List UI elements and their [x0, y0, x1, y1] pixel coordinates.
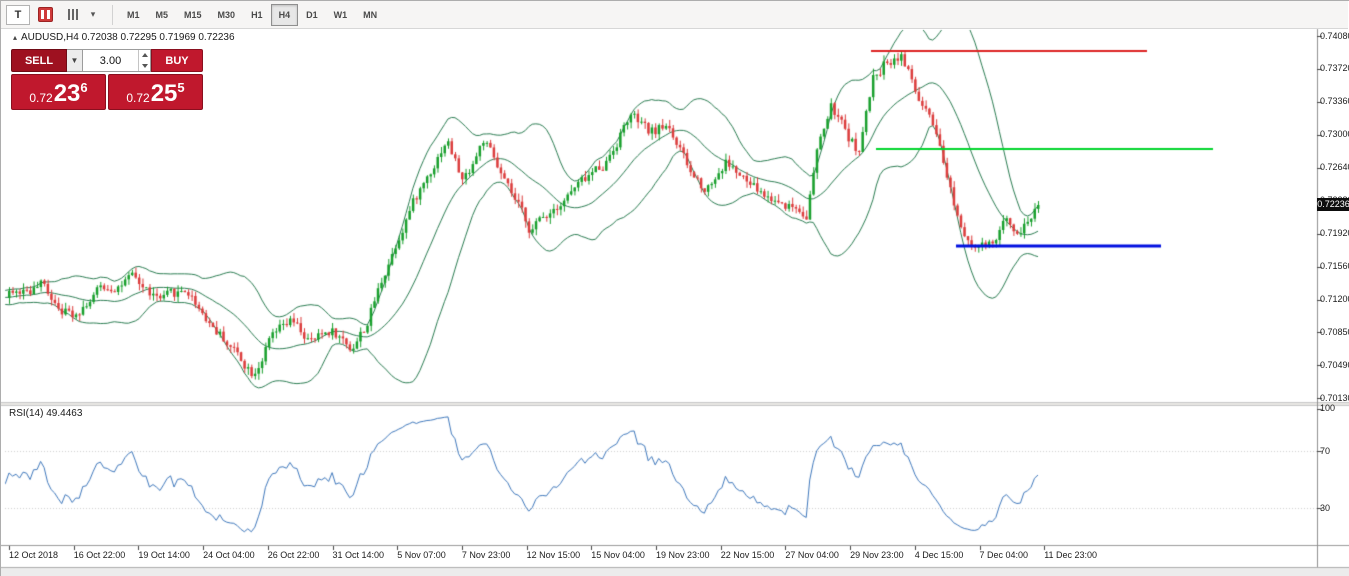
symbol-ohlc-text: AUDUSD,H4 0.72038 0.72295 0.71969 0.7223… [21, 32, 235, 43]
spin-down-icon[interactable] [139, 61, 150, 72]
time-axis-label: 4 Dec 15:00 [914, 550, 964, 560]
time-axis-label: 16 Oct 22:00 [73, 550, 126, 560]
timeframe-m5-button[interactable]: M5 [155, 9, 169, 20]
timeframe-mn-button[interactable]: MN [363, 9, 378, 20]
rsi-axis-label: 70 [1320, 445, 1331, 456]
rsi-indicator-label: RSI(14) 49.4463 [9, 408, 83, 419]
time-axis-label: 7 Dec 04:00 [979, 550, 1029, 560]
new-order-icon[interactable] [34, 5, 56, 25]
sell-price-display[interactable]: 0.72 23 6 [11, 74, 106, 110]
time-axis-label: 7 Nov 23:00 [461, 550, 511, 560]
time-axis-label: 29 Nov 23:00 [850, 550, 904, 560]
sell-price-pip: 6 [80, 80, 88, 95]
chart-bars-icon[interactable] [58, 5, 80, 25]
chevron-down-icon: ▼ [70, 56, 79, 65]
chart-ohlc-header: ▴ AUDUSD,H4 0.72038 0.72295 0.71969 0.72… [13, 32, 235, 43]
timeframe-h4-button[interactable]: H4 [270, 3, 299, 26]
time-axis-label: 5 Nov 07:00 [397, 550, 446, 560]
t-tool-button[interactable]: T [6, 4, 30, 25]
timeframe-m15-button[interactable]: M15 [184, 9, 202, 20]
spin-up-icon[interactable] [139, 50, 150, 61]
time-axis-label: 12 Oct 2018 [9, 550, 59, 560]
time-axis-label: 22 Nov 15:00 [720, 550, 775, 560]
volume-input[interactable]: 3.00 [83, 49, 151, 72]
timeframe-button-group: M1 M5 M15 M30 H1 H4 D1 W1 MN [119, 3, 385, 26]
rsi-axis[interactable]: 100 70 30 [1319, 1, 1349, 576]
timeframe-d1-button[interactable]: D1 [306, 9, 318, 20]
buy-price-big: 25 [150, 80, 178, 108]
toolbar-separator [112, 4, 113, 25]
price-axis-label: 0.70130 [1320, 392, 1349, 403]
one-click-trading-panel: SELL ▼ 3.00 BUY 0.72 23 6 0.72 25 5 [11, 49, 203, 110]
timeframe-m1-button[interactable]: M1 [127, 9, 140, 20]
toolbar: T ▾ M1 M5 M15 M30 H1 H4 D1 W1 MN [1, 1, 1348, 29]
sell-price-big: 23 [53, 80, 81, 108]
volume-value: 3.00 [99, 54, 122, 67]
chevron-down-icon[interactable]: ▾ [90, 9, 96, 19]
timeframe-m30-button[interactable]: M30 [217, 9, 236, 20]
volume-dropdown-button[interactable]: ▼ [67, 49, 83, 72]
time-axis-label: 12 Nov 15:00 [526, 550, 581, 560]
time-axis-label: 27 Nov 04:00 [785, 550, 839, 560]
timeframe-h1-button[interactable]: H1 [251, 9, 263, 20]
sell-button[interactable]: SELL [11, 49, 67, 72]
time-axis-label: 31 Oct 14:00 [332, 550, 385, 560]
time-axis-label: 24 Oct 04:00 [203, 550, 255, 560]
buy-button[interactable]: BUY [151, 49, 203, 72]
buy-price-display[interactable]: 0.72 25 5 [108, 74, 203, 110]
time-axis-label: 26 Oct 22:00 [267, 550, 320, 560]
rsi-axis-label: 100 [1320, 403, 1336, 414]
timeframe-w1-button[interactable]: W1 [333, 9, 348, 20]
volume-spinner [138, 50, 150, 71]
time-axis-label: 11 Dec 23:00 [1044, 550, 1098, 560]
rsi-axis-label: 30 [1320, 502, 1331, 513]
time-axis-label: 19 Oct 14:00 [138, 550, 190, 560]
buy-price-pip: 5 [177, 80, 185, 95]
collapse-arrow-icon[interactable]: ▴ [13, 33, 18, 42]
sell-price-prefix: 0.72 [29, 90, 53, 105]
time-axis-label: 15 Nov 04:00 [591, 550, 645, 560]
time-axis-label: 19 Nov 23:00 [656, 550, 710, 560]
current-price-tag: 0.72236 [1317, 197, 1349, 211]
buy-price-prefix: 0.72 [126, 90, 150, 105]
new-order-red-icon [37, 7, 53, 22]
